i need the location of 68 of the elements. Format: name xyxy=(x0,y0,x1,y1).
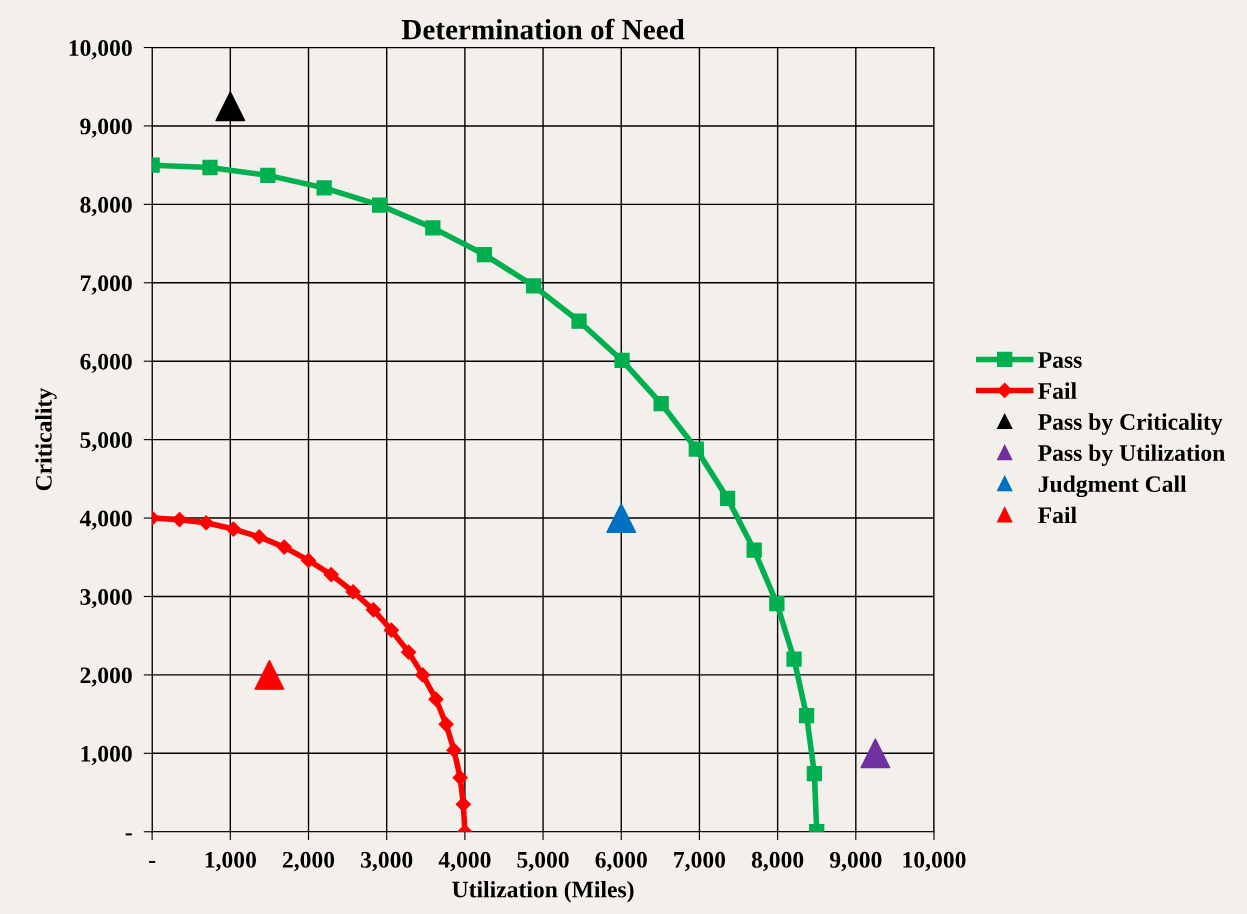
y-tick-label: 10,000 xyxy=(69,40,132,60)
legend-label: Pass xyxy=(1038,352,1082,368)
point xyxy=(653,395,669,412)
chart-title: Determination of Need xyxy=(401,18,685,40)
point xyxy=(401,644,417,660)
point xyxy=(438,716,454,732)
point xyxy=(202,159,218,176)
point xyxy=(455,796,471,812)
x-tick-label: 1,000 xyxy=(205,851,256,872)
x-tick-label: 4,000 xyxy=(438,851,491,872)
y-tick-label: 8,000 xyxy=(80,196,132,217)
legend-label: Fail xyxy=(1038,382,1077,399)
point xyxy=(316,180,332,196)
point xyxy=(251,529,267,545)
y-tick-label: 3,000 xyxy=(80,588,132,609)
point xyxy=(614,352,630,369)
y-tick-label: 7,000 xyxy=(80,275,132,295)
point xyxy=(446,742,462,758)
x-tick-label: 9,000 xyxy=(829,851,882,872)
x-tick-label: - xyxy=(149,861,156,864)
y-tick-label: 1,000 xyxy=(81,745,132,766)
point xyxy=(198,515,214,531)
x-tick-label: 8,000 xyxy=(751,851,804,872)
x-tick-label: 7,000 xyxy=(674,851,726,872)
x-tick-label: 10,000 xyxy=(903,851,966,872)
point xyxy=(276,539,292,555)
x-axis-title: Utilization (Miles) xyxy=(452,880,634,903)
point xyxy=(798,708,815,724)
point xyxy=(860,738,891,769)
x-tick-label: 6,000 xyxy=(595,851,647,872)
legend-label: Fail xyxy=(1038,506,1077,524)
point xyxy=(688,441,704,457)
point xyxy=(323,566,339,583)
point xyxy=(786,651,802,667)
x-tick-label: 5,000 xyxy=(517,851,569,872)
point xyxy=(300,552,317,568)
point xyxy=(571,313,587,329)
point xyxy=(415,667,431,683)
x-tick-label: 3,000 xyxy=(361,851,413,872)
y-tick-label: 6,000 xyxy=(80,353,132,374)
legend-label: Judgment Call xyxy=(1038,475,1187,498)
y-tick-label: 9,000 xyxy=(80,118,132,138)
y-tick-label: 2,000 xyxy=(80,667,132,687)
point xyxy=(215,91,246,122)
x-tick-label: 2,000 xyxy=(282,851,335,872)
legend-label: Pass by Utilization xyxy=(1038,444,1225,466)
point xyxy=(225,521,242,537)
y-tick-label: 5,000 xyxy=(80,432,132,452)
point xyxy=(719,490,736,507)
point xyxy=(769,595,785,612)
point xyxy=(428,691,444,707)
point xyxy=(452,770,468,786)
point xyxy=(383,622,399,638)
legend-label: Pass by Criticality xyxy=(1038,413,1223,435)
y-tick-label: - xyxy=(125,833,132,836)
y-axis-title: Criticality xyxy=(35,388,57,491)
y-tick-label: 4,000 xyxy=(79,510,132,530)
point xyxy=(254,659,285,690)
point xyxy=(606,503,637,533)
point xyxy=(806,766,823,782)
point xyxy=(365,602,381,618)
point xyxy=(476,246,493,263)
point xyxy=(526,278,542,294)
point xyxy=(746,542,762,558)
point xyxy=(372,197,388,213)
point xyxy=(425,220,441,236)
point xyxy=(345,584,361,600)
point xyxy=(260,167,276,183)
